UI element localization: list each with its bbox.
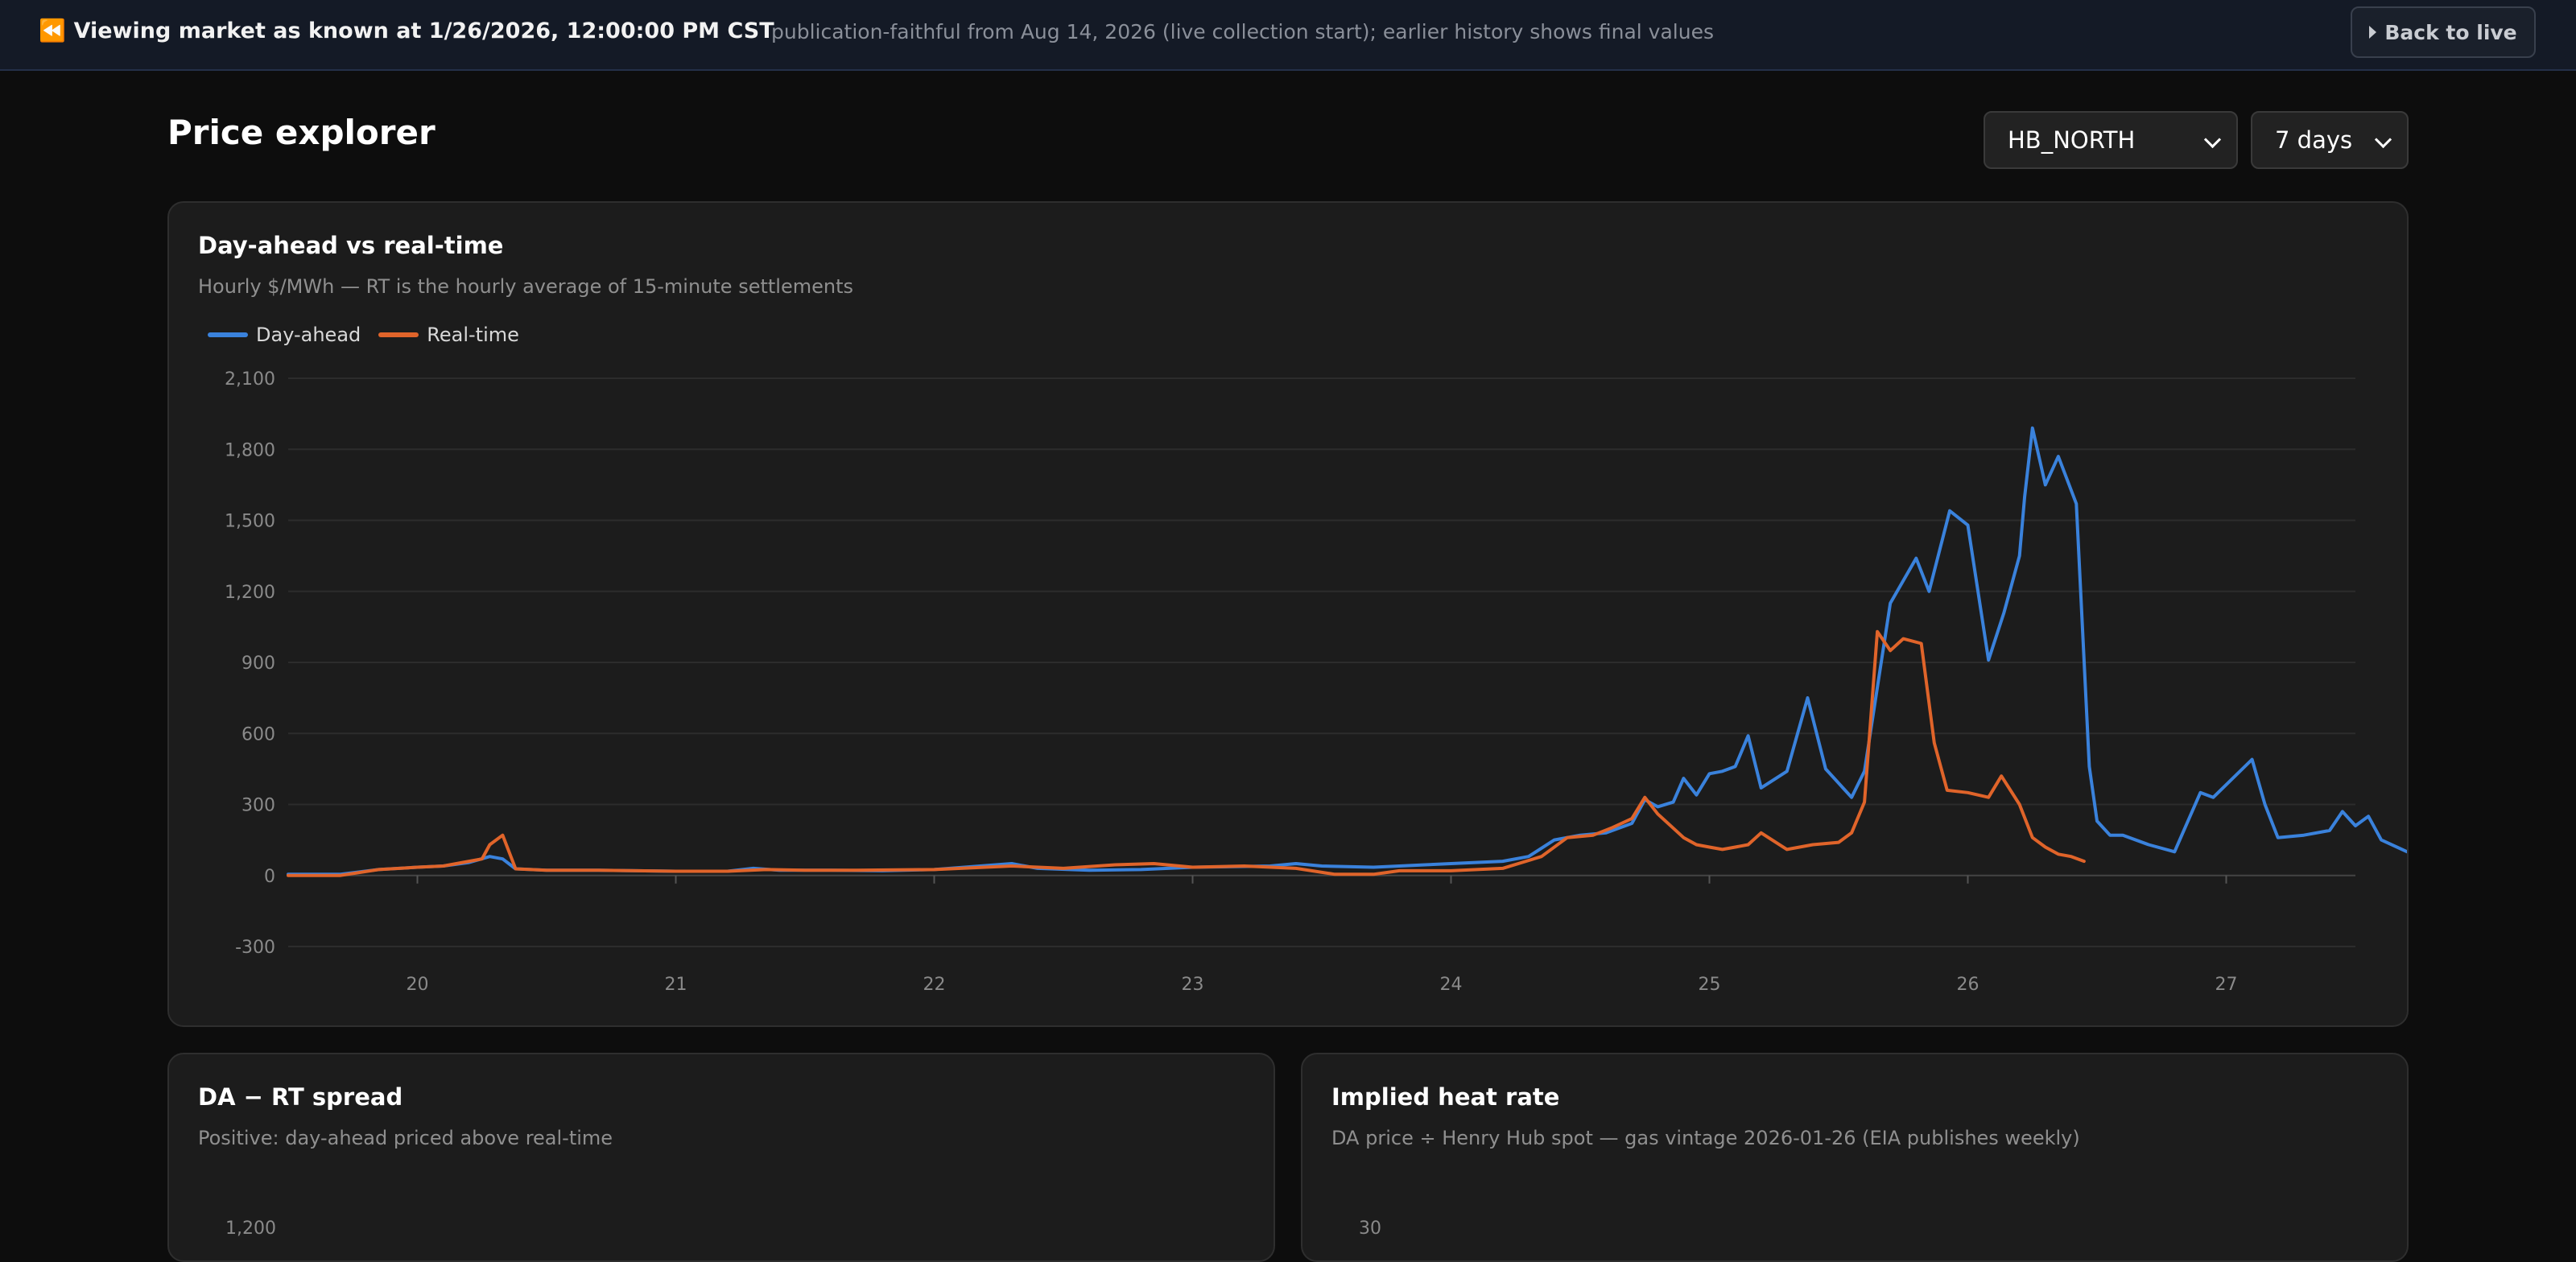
legend-swatch-day-ahead (208, 332, 248, 337)
card-subtitle: DA price ÷ Henry Hub spot — gas vintage … (1331, 1127, 2080, 1149)
y-tick-label: 600 (242, 724, 275, 744)
da-rt-spread-card: DA − RT spread Positive: day-ahead price… (167, 1053, 1275, 1262)
banner-title: ⏪ Viewing market as known at 1/26/2026, 1… (39, 19, 774, 43)
legend-item-day-ahead[interactable]: Day-ahead (208, 324, 361, 346)
legend-label: Real-time (427, 324, 519, 346)
y-tick-label: 1,200 (225, 583, 275, 603)
x-tick-label: 21 (665, 975, 687, 995)
back-to-live-label: Back to live (2384, 20, 2517, 44)
card-title: DA − RT spread (198, 1083, 403, 1111)
x-tick-label: 23 (1182, 975, 1204, 995)
y-tick-label: 0 (264, 867, 275, 887)
legend-item-real-time[interactable]: Real-time (378, 324, 519, 346)
chevron-down-icon (2203, 130, 2222, 149)
range-select[interactable]: 7 days (2251, 111, 2409, 169)
x-tick-label: 24 (1440, 975, 1463, 995)
page-title: Price explorer (167, 113, 436, 152)
legend-swatch-real-time (378, 332, 419, 337)
series-line-real-time (287, 629, 2086, 877)
y-tick-label: 300 (242, 796, 275, 816)
y-tick-label: 900 (242, 654, 275, 674)
card-subtitle: Positive: day-ahead priced above real-ti… (198, 1127, 613, 1149)
implied-heat-rate-card: Implied heat rate DA price ÷ Henry Hub s… (1301, 1053, 2409, 1262)
legend-label: Day-ahead (256, 324, 361, 346)
x-tick-label: 27 (2215, 975, 2238, 995)
chart-legend: Day-ahead Real-time (208, 324, 519, 346)
card-title: Implied heat rate (1331, 1083, 1560, 1111)
y-tick-label: 2,100 (225, 369, 275, 390)
range-select-value: 7 days (2275, 126, 2353, 154)
play-icon (2369, 26, 2377, 39)
card-subtitle: Hourly $/MWh — RT is the hourly average … (198, 275, 853, 298)
chevron-down-icon (2374, 130, 2392, 149)
y-tick-label: 1,200 (225, 1219, 276, 1239)
hub-select[interactable]: HB_NORTH (1984, 111, 2238, 169)
x-tick-label: 20 (407, 975, 429, 995)
series-line-day-ahead (287, 426, 2407, 876)
x-tick-label: 25 (1699, 975, 1721, 995)
y-tick-label: 1,500 (225, 512, 275, 532)
da-vs-rt-card: Day-ahead vs real-time Hourly $/MWh — RT… (167, 201, 2409, 1027)
y-tick-label: 1,800 (225, 440, 275, 460)
rewind-icon: ⏪ (39, 19, 66, 43)
card-title: Day-ahead vs real-time (198, 232, 504, 259)
banner-note: publication-faithful from Aug 14, 2026 (… (771, 20, 1714, 43)
x-tick-label: 26 (1957, 975, 1979, 995)
y-tick-label: 30 (1359, 1219, 1381, 1239)
time-travel-banner: ⏪ Viewing market as known at 1/26/2026, 1… (0, 0, 2576, 71)
hub-select-value: HB_NORTH (2008, 126, 2136, 154)
price-line-chart[interactable]: -300 0 300 600 900 1,200 1,500 1,800 2,100 20 21 22… (169, 203, 2407, 1025)
back-to-live-button[interactable]: Back to live (2351, 6, 2536, 58)
x-tick-label: 22 (923, 975, 946, 995)
y-tick-label: -300 (235, 938, 275, 958)
